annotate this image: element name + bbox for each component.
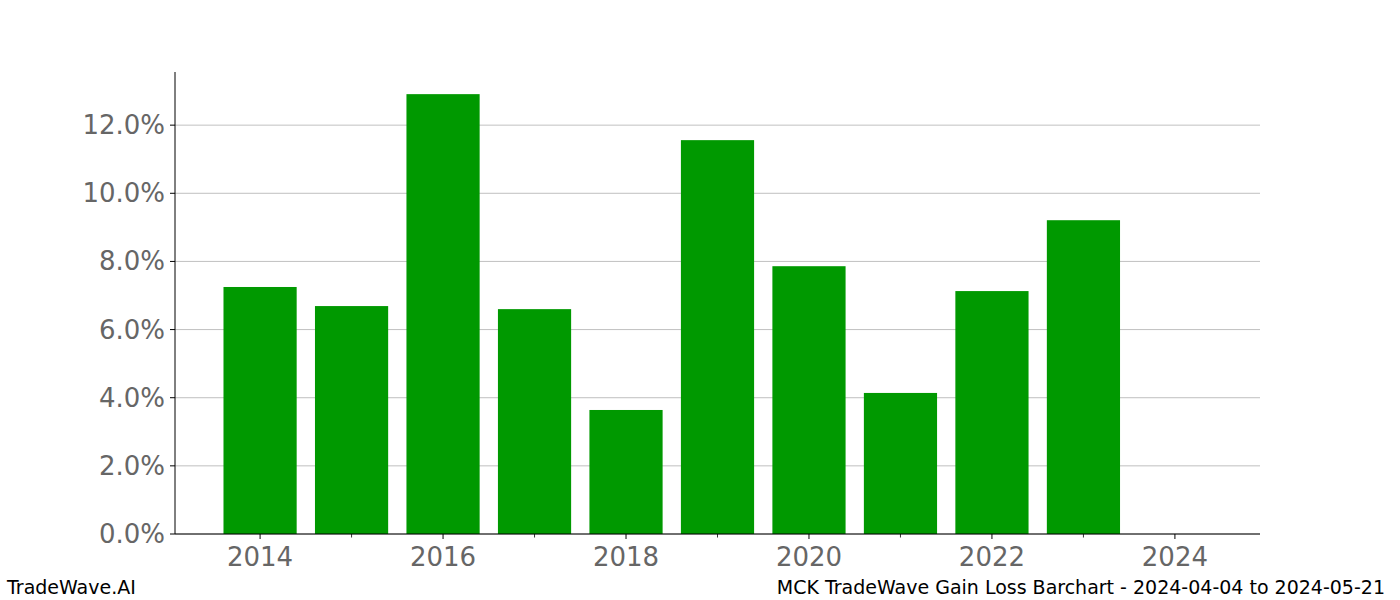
grid-line [175, 125, 1260, 126]
bar [681, 140, 754, 534]
x-tick-label: 2022 [959, 542, 1025, 572]
minor-tick [717, 534, 718, 538]
bar [406, 94, 479, 534]
y-tick [170, 329, 175, 330]
x-tick [1174, 534, 1175, 539]
x-tick [808, 534, 809, 539]
minor-tick [351, 534, 352, 538]
y-tick-label: 0.0% [99, 519, 165, 549]
bar [864, 393, 937, 534]
background [0, 0, 1400, 600]
x-tick-label: 2020 [776, 542, 842, 572]
y-tick-label: 4.0% [99, 383, 165, 413]
y-axis [175, 72, 176, 534]
x-tick [443, 534, 444, 539]
x-tick [991, 534, 992, 539]
y-tick-label: 12.0% [82, 110, 165, 140]
x-tick-label: 2014 [227, 542, 293, 572]
y-tick [170, 465, 175, 466]
title: MCK TradeWave Gain Loss Barchart - 2024-… [777, 576, 1385, 598]
watermark: TradeWave.AI [6, 576, 136, 598]
bar [589, 410, 662, 534]
bar [955, 291, 1028, 534]
grid-line [175, 534, 1260, 535]
bar [315, 306, 388, 534]
y-tick [170, 125, 175, 126]
x-tick-label: 2018 [593, 542, 659, 572]
chart: 0.0% 2.0% 4.0% 6.0% 8.0% 10.0% 12.0% 2014 2016 20… [0, 0, 1400, 600]
bars [223, 94, 1120, 534]
y-tick [170, 534, 175, 535]
x-tick [260, 534, 261, 539]
x-tick-label: 2016 [410, 542, 476, 572]
y-tick-label: 2.0% [99, 451, 165, 481]
x-tick-label: 2024 [1142, 542, 1208, 572]
y-tick-label: 8.0% [99, 246, 165, 276]
minor-tick [534, 534, 535, 538]
bar [772, 266, 845, 534]
bar [498, 309, 571, 534]
x-tick [626, 534, 627, 539]
minor-tick [1083, 534, 1084, 538]
y-tick [170, 397, 175, 398]
bar [223, 287, 296, 534]
y-tick-label: 10.0% [82, 178, 165, 208]
y-tick-label: 6.0% [99, 315, 165, 345]
bar [1047, 220, 1120, 534]
y-tick [170, 193, 175, 194]
y-tick [170, 261, 175, 262]
x-axis [175, 534, 1260, 535]
minor-tick [900, 534, 901, 538]
